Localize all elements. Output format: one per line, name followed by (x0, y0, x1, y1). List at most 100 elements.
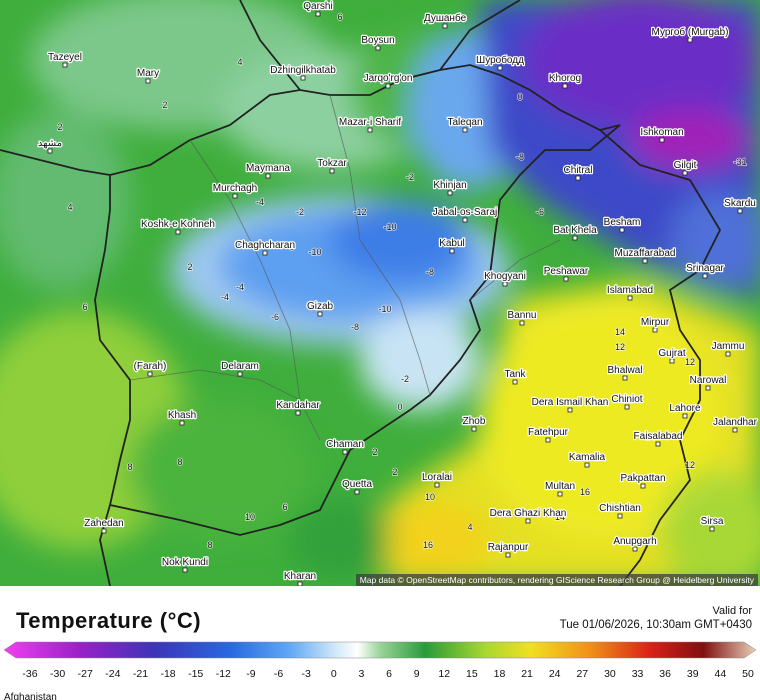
place-marker (182, 567, 188, 573)
place-marker (175, 229, 181, 235)
place-label: Taleqan (447, 117, 482, 128)
place-label: Rajanpur (488, 542, 529, 553)
place-marker (525, 518, 531, 524)
scale-tick-label: 12 (438, 668, 450, 680)
place-marker (434, 482, 440, 488)
place-marker (627, 295, 633, 301)
place-label: Gilgit (674, 160, 697, 171)
place-marker (545, 437, 551, 443)
place-label: Koshk-e Kohneh (141, 219, 215, 230)
contour-value: -2 (406, 172, 414, 182)
place-label: Kharan (284, 571, 316, 582)
place-marker (447, 190, 453, 196)
contour-value: 0 (397, 402, 402, 412)
place-marker (462, 217, 468, 223)
place-marker (300, 75, 306, 81)
contour-value: -31 (733, 157, 746, 167)
contour-value: 10 (245, 512, 255, 522)
scale-tick-label: 18 (494, 668, 506, 680)
contour-value: -2 (401, 374, 409, 384)
contour-value: 12 (685, 357, 695, 367)
scale-tick-label: -30 (50, 668, 65, 680)
place-label: Шурободд (476, 54, 524, 66)
scale-tick-label: -36 (22, 668, 37, 680)
place-marker (572, 235, 578, 241)
place-label: Jabal-os-Saraj (433, 207, 497, 218)
contour-value: 16 (580, 487, 590, 497)
contour-value: -12 (353, 207, 366, 217)
place-marker (145, 78, 151, 84)
place-label: Ishkoman (640, 127, 683, 138)
scale-tick-label: 39 (687, 668, 699, 680)
place-marker (297, 581, 303, 586)
scale-tick-label: -27 (78, 668, 93, 680)
place-label: Chishtian (599, 503, 641, 514)
place-marker (737, 208, 743, 214)
scale-tick-label: 24 (549, 668, 561, 680)
scale-tick-label: -12 (216, 668, 231, 680)
contour-value: 4 (67, 202, 72, 212)
place-marker (702, 273, 708, 279)
place-marker (471, 426, 477, 432)
place-label: Bhalwal (607, 365, 642, 376)
place-label: Quetta (342, 479, 372, 490)
scale-tick-label: -24 (105, 668, 120, 680)
contour-value: 6 (337, 12, 342, 22)
place-marker (462, 127, 468, 133)
valid-time: Tue 01/06/2026, 10:30am GMT+0430 (559, 619, 752, 631)
place-marker (385, 83, 391, 89)
place-label: Dera Ghazi Khan (490, 508, 567, 519)
contour-value: -6 (286, 242, 294, 252)
place-label: Delaram (221, 361, 259, 372)
place-label: Boysun (361, 35, 394, 46)
place-marker (687, 37, 693, 43)
place-marker (659, 137, 665, 143)
place-marker (262, 250, 268, 256)
place-label: Khorog (549, 73, 581, 84)
place-marker (442, 23, 448, 29)
contour-value: 4 (467, 522, 472, 532)
scale-tick-label: -3 (301, 668, 310, 680)
contour-value: 6 (82, 302, 87, 312)
legend-title: Temperature (°C) (16, 608, 202, 633)
place-marker (505, 552, 511, 558)
place-marker (652, 327, 658, 333)
place-label: Dera Ismail Khan (532, 397, 609, 408)
contour-value: -10 (378, 304, 391, 314)
place-marker (295, 410, 301, 416)
contour-value: -6 (271, 312, 279, 322)
contour-value: 2 (392, 467, 397, 477)
place-label: Gujrat (658, 348, 685, 359)
place-marker (232, 193, 238, 199)
place-marker (640, 483, 646, 489)
contour-value: 8 (207, 540, 212, 550)
place-label: Peshawar (544, 266, 589, 277)
place-marker (179, 420, 185, 426)
place-label: Fatehpur (528, 427, 569, 438)
place-label: Dzhingilkhatab (270, 65, 336, 76)
place-marker (497, 65, 503, 71)
scale-tick-label: -18 (160, 668, 175, 680)
contour-value: 14 (615, 327, 625, 337)
contour-value: 2 (187, 262, 192, 272)
place-label: Kabul (439, 238, 465, 249)
place-label: Jalandhar (713, 417, 758, 428)
place-label: Tazeyel (48, 52, 82, 63)
place-marker (512, 379, 518, 385)
place-label: Anupgarh (613, 536, 656, 547)
temperature-field (0, 0, 760, 586)
place-marker (62, 62, 68, 68)
contour-value: 4 (237, 57, 242, 67)
place-label: Lahore (669, 403, 701, 414)
place-marker (682, 413, 688, 419)
place-label: Nok Kundi (162, 557, 208, 568)
region-label: Afghanistan (4, 692, 57, 700)
contour-value: 12 (685, 460, 695, 470)
place-label: Khash (168, 410, 196, 421)
scale-tick-label: 36 (659, 668, 671, 680)
scale-tick-label: 50 (742, 668, 754, 680)
contour-value: -6 (536, 207, 544, 217)
place-marker (557, 491, 563, 497)
place-marker (632, 546, 638, 552)
